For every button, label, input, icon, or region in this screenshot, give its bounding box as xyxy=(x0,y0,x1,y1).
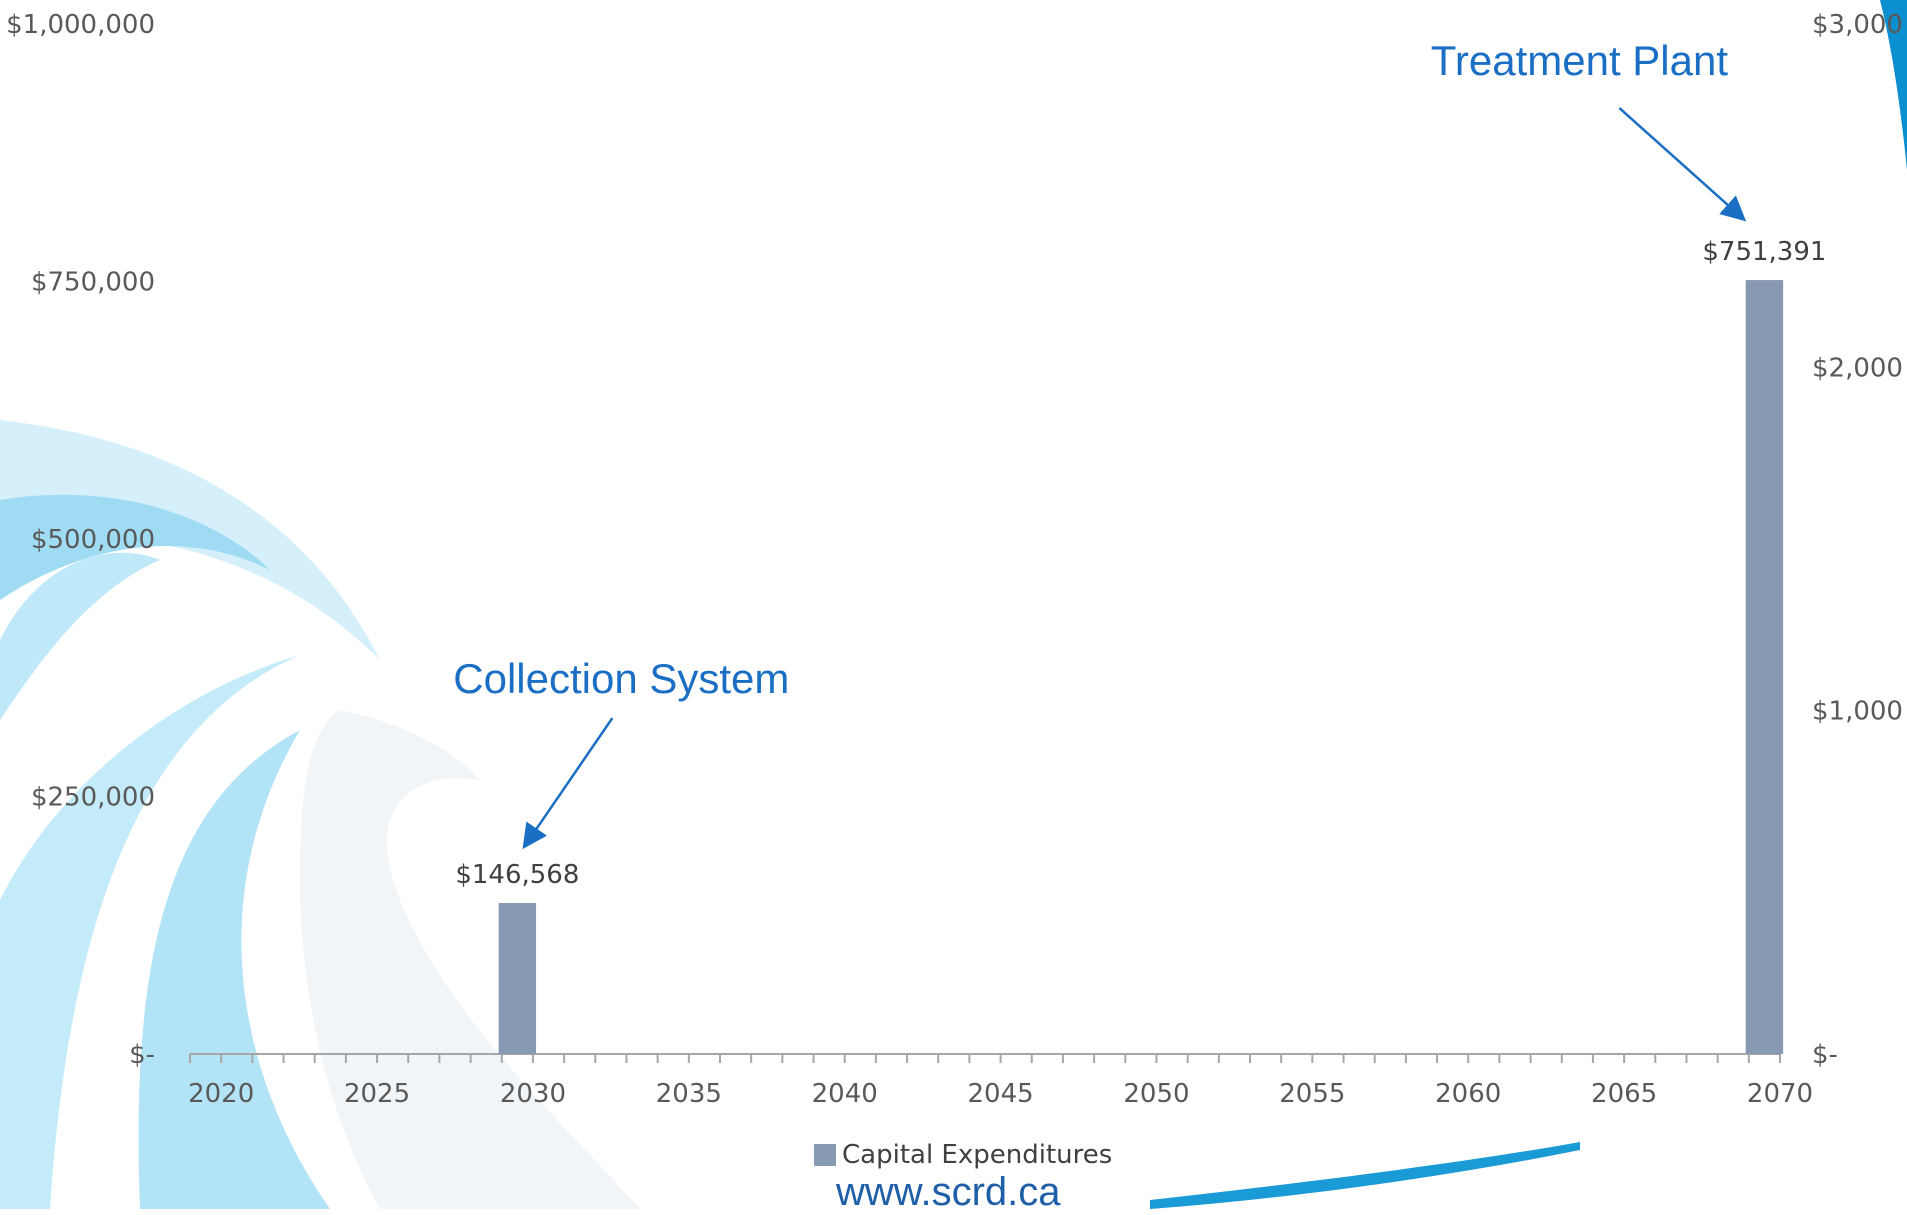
x-tick-label: 2040 xyxy=(812,1079,878,1109)
legend-swatch xyxy=(814,1144,836,1166)
x-tick-label: 2025 xyxy=(344,1079,410,1109)
y-tick-label: $- xyxy=(129,1040,155,1070)
x-tick-label: 2070 xyxy=(1747,1079,1813,1109)
y2-tick-label: $3,000 xyxy=(1812,10,1903,40)
annotation-label: Treatment Plant xyxy=(1431,37,1729,84)
data-label: $751,391 xyxy=(1702,237,1826,267)
legend: Capital Expenditures xyxy=(814,1140,1112,1170)
x-tick-label: 2065 xyxy=(1591,1079,1657,1109)
bar xyxy=(499,903,536,1054)
bar xyxy=(1746,280,1783,1054)
y-tick-label: $250,000 xyxy=(31,783,155,813)
y2-tick-label: $1,000 xyxy=(1812,697,1903,727)
x-tick-label: 2030 xyxy=(500,1079,566,1109)
footer-url: www.scrd.ca xyxy=(836,1170,1061,1215)
y2-tick-label: $- xyxy=(1812,1040,1838,1070)
y-axis-right: $- $1,000 $2,000 $3,000 xyxy=(1812,10,1903,1070)
data-labels: $146,568 $751,391 xyxy=(455,237,1826,890)
x-tick-label: 2055 xyxy=(1279,1079,1345,1109)
y-tick-label: $1,000,000 xyxy=(6,10,155,40)
y-tick-label: $750,000 xyxy=(31,268,155,298)
x-tick-label: 2060 xyxy=(1435,1079,1501,1109)
annotation-arrow xyxy=(525,718,612,845)
x-axis: 2020 2025 2030 2035 2040 2045 2050 2055 2060 2065… xyxy=(188,1054,1813,1109)
x-tick-label: 2045 xyxy=(968,1079,1034,1109)
y-tick-label: $500,000 xyxy=(31,525,155,555)
annotation-label: Collection System xyxy=(453,655,789,702)
x-tick-label: 2050 xyxy=(1123,1079,1189,1109)
legend-label: Capital Expenditures xyxy=(842,1140,1112,1170)
y2-tick-label: $2,000 xyxy=(1812,353,1903,383)
data-label: $146,568 xyxy=(455,860,579,890)
y-axis-left: $- $250,000 $500,000 $750,000 $1,000,000 xyxy=(6,10,155,1070)
annotation-arrow xyxy=(1619,108,1742,218)
x-tick-label: 2035 xyxy=(656,1079,722,1109)
x-tick-label: 2020 xyxy=(188,1079,254,1109)
annotations: Collection System Treatment Plant xyxy=(453,37,1742,845)
